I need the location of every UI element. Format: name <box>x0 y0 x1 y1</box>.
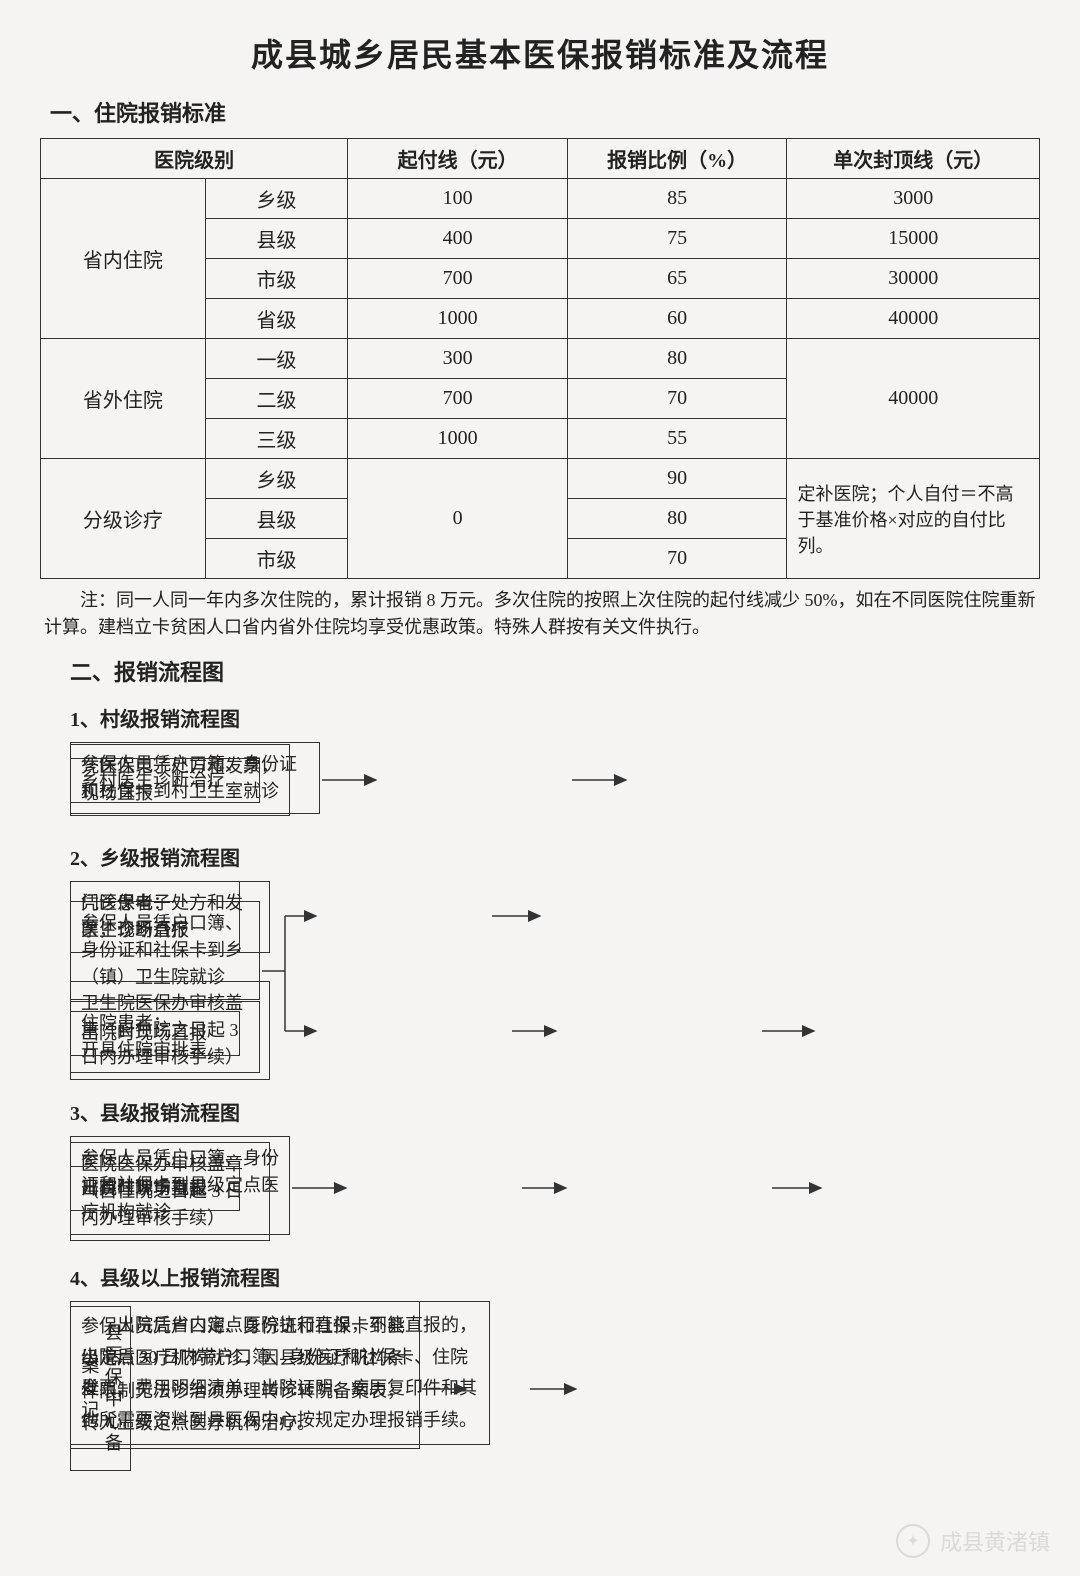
group-in-province: 省内住院 <box>41 179 206 339</box>
flow4: 参保人员凭户口簿、身份证和社保卡到县级定点医疗机构就诊，因县级医疗机构条件限制无… <box>70 1301 1040 1486</box>
table-header-row: 医院级别 起付线（元） 报销比例（%） 单次封顶线（元） <box>41 139 1040 179</box>
cell: 75 <box>567 219 787 259</box>
reimbursement-table: 医院级别 起付线（元） 报销比例（%） 单次封顶线（元） 省内住院 乡级 100… <box>40 138 1040 579</box>
cell: 65 <box>567 259 787 299</box>
cell: 80 <box>567 499 787 539</box>
cell: 80 <box>567 339 787 379</box>
section2-heading: 二、报销流程图 <box>70 655 1040 687</box>
cell: 省级 <box>205 299 348 339</box>
cell-zero: 0 <box>348 459 568 579</box>
cell: 15000 <box>787 219 1040 259</box>
cell: 70 <box>567 379 787 419</box>
cell-cap-40000: 40000 <box>787 339 1040 459</box>
cell-cap-note: 定补医院；个人自付＝不高于基准价格×对应的自付比列。 <box>787 459 1040 579</box>
flow4-heading: 4、县级以上报销流程图 <box>70 1262 1040 1291</box>
flow2-arrows <box>70 881 1040 1081</box>
cell: 县级 <box>205 499 348 539</box>
cell: 1000 <box>348 419 568 459</box>
cell: 市级 <box>205 259 348 299</box>
cell: 300 <box>348 339 568 379</box>
flow3-heading: 3、县级报销流程图 <box>70 1097 1040 1126</box>
cell: 55 <box>567 419 787 459</box>
watermark-text: 成县黄渚镇 <box>940 1525 1050 1557</box>
cell: 85 <box>567 179 787 219</box>
cell: 400 <box>348 219 568 259</box>
flow2-heading: 2、乡级报销流程图 <box>70 842 1040 871</box>
table-row: 分级诊疗 乡级 0 90 定补医院；个人自付＝不高于基准价格×对应的自付比列。 <box>41 459 1040 499</box>
page-title: 成县城乡居民基本医保报销标准及流程 <box>40 30 1040 76</box>
cell: 60 <box>567 299 787 339</box>
th-ratio: 报销比例（%） <box>567 139 787 179</box>
table-row: 省内住院 乡级 100 85 3000 <box>41 179 1040 219</box>
group-out-province: 省外住院 <box>41 339 206 459</box>
flow3: 参保人员凭户口簿、身份证和社保卡到县级定点医疗机构就诊 开具住院审批表 医院医保… <box>70 1136 1040 1246</box>
flow1-heading: 1、村级报销流程图 <box>70 703 1040 732</box>
wechat-icon: ✦ <box>896 1524 930 1558</box>
cell: 一级 <box>205 339 348 379</box>
table-note: 注：同一人同一年内多次住院的，累计报销 8 万元。多次住院的按照上次住院的起付线… <box>44 587 1036 641</box>
cell: 市级 <box>205 539 348 579</box>
cell: 700 <box>348 379 568 419</box>
cell: 30000 <box>787 259 1040 299</box>
cell: 3000 <box>787 179 1040 219</box>
cell: 二级 <box>205 379 348 419</box>
flow1: 参保人员凭户口簿、身份证和社保卡到村卫生室就诊 乡村医生诊断治疗 凭医保电子处方… <box>70 742 1040 826</box>
group-tiered: 分级诊疗 <box>41 459 206 579</box>
cell: 乡级 <box>205 459 348 499</box>
th-deductible: 起付线（元） <box>348 139 568 179</box>
cell: 三级 <box>205 419 348 459</box>
section1-heading: 一、住院报销标准 <box>50 96 1040 128</box>
cell: 700 <box>348 259 568 299</box>
th-cap: 单次封顶线（元） <box>787 139 1040 179</box>
cell: 县级 <box>205 219 348 259</box>
cell: 100 <box>348 179 568 219</box>
cell: 乡级 <box>205 179 348 219</box>
cell: 70 <box>567 539 787 579</box>
flow3-arrows <box>70 1136 1040 1246</box>
flow1-arrows <box>70 742 1040 826</box>
cell: 40000 <box>787 299 1040 339</box>
cell: 1000 <box>348 299 568 339</box>
flow2: 参保人员凭户口簿、身份证和社保卡到乡（镇）卫生院就诊 门诊患者： 医生诊断治疗 … <box>70 881 1040 1081</box>
th-hospital-level: 医院级别 <box>41 139 348 179</box>
cell: 90 <box>567 459 787 499</box>
table-row: 省外住院 一级30080 40000 <box>41 339 1040 379</box>
flow4-arrows <box>70 1301 1040 1486</box>
watermark: ✦ 成县黄渚镇 <box>896 1524 1050 1558</box>
